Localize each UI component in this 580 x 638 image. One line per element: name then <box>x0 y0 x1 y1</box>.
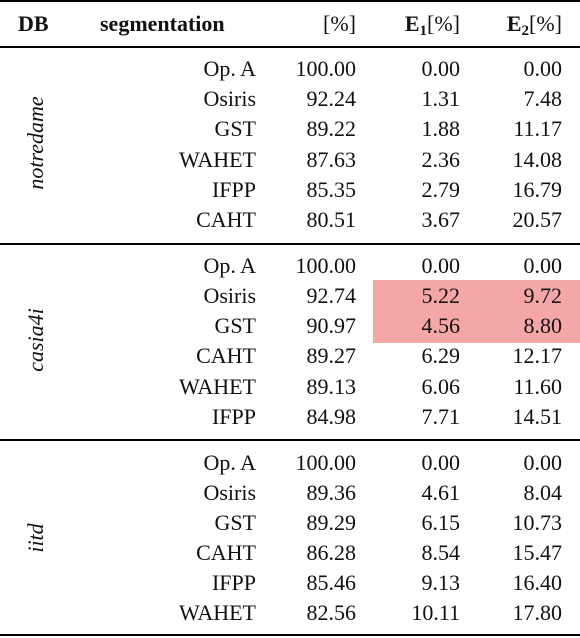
pct-cell: 100.00 <box>295 253 357 278</box>
header-e2-unit: [%] <box>529 11 562 36</box>
seg-cell: IFPP <box>211 177 256 202</box>
pct-cell: 89.36 <box>306 480 357 505</box>
pct-cell: 86.28 <box>306 540 357 565</box>
header-e1-unit: [%] <box>427 11 460 36</box>
e2-cell: 11.60 <box>513 374 562 399</box>
header-db: DB <box>18 11 49 36</box>
seg-cell: GST <box>214 313 256 338</box>
e1-cell: 2.36 <box>421 147 461 172</box>
e1-cell-highlighted: 5.22 <box>421 283 461 308</box>
header-e2-sub: 2 <box>521 23 530 39</box>
seg-cell: IFPP <box>211 404 256 429</box>
seg-cell: IFPP <box>211 570 256 595</box>
e2-cell: 8.04 <box>523 480 563 505</box>
e2-cell: 14.51 <box>512 404 563 429</box>
db-label-iitd: iitd <box>23 523 48 553</box>
header-rule <box>0 46 580 48</box>
pct-cell: 92.74 <box>306 283 357 308</box>
header-e1: E1[%] <box>370 9 460 39</box>
e1-cell: 0.00 <box>421 253 461 278</box>
pct-cell: 82.56 <box>306 600 357 625</box>
seg-cell: CAHT <box>196 343 256 368</box>
pct-cell: 85.46 <box>306 570 357 595</box>
header-e1-sub: 1 <box>419 23 428 39</box>
e1-cell: 6.15 <box>421 510 461 535</box>
pct-cell: 90.97 <box>306 313 357 338</box>
seg-cell: CAHT <box>196 540 256 565</box>
seg-cell: WAHET <box>179 374 256 399</box>
e2-cell: 0.00 <box>523 253 563 278</box>
e2-cell: 12.17 <box>512 343 563 368</box>
e2-cell: 16.79 <box>512 177 563 202</box>
e1-cell: 1.88 <box>421 116 461 141</box>
pct-cell: 84.98 <box>306 404 357 429</box>
header-e2-main: E <box>506 11 522 36</box>
e2-cell: 15.47 <box>512 540 563 565</box>
db-label-casia4i: casia4i <box>23 308 48 372</box>
seg-cell: CAHT <box>196 207 256 232</box>
e2-cell: 0.00 <box>523 450 563 475</box>
pct-cell: 100.00 <box>295 450 357 475</box>
seg-cell: Op. A <box>203 253 256 278</box>
header-segmentation: segmentation <box>100 11 225 36</box>
e2-cell: 10.73 <box>512 510 563 535</box>
e1-cell: 0.00 <box>421 450 461 475</box>
seg-cell: GST <box>214 510 256 535</box>
top-rule <box>0 0 580 2</box>
pct-cell: 92.24 <box>306 86 357 111</box>
e2-cell: 16.40 <box>512 570 563 595</box>
seg-cell: Osiris <box>203 86 256 111</box>
pct-cell: 87.63 <box>306 147 357 172</box>
seg-cell: Osiris <box>203 283 256 308</box>
e2-cell: 20.57 <box>512 207 563 232</box>
highlight-cells <box>373 280 580 343</box>
header-percent: [%] <box>323 11 356 36</box>
e2-cell: 0.00 <box>523 56 563 81</box>
e1-cell-highlighted: 4.56 <box>421 313 461 338</box>
seg-cell: WAHET <box>179 147 256 172</box>
pct-cell: 85.35 <box>306 177 357 202</box>
pct-cell: 80.51 <box>306 207 357 232</box>
e2-cell-highlighted: 9.72 <box>523 283 563 308</box>
seg-cell: WAHET <box>179 600 256 625</box>
pct-cell: 89.29 <box>306 510 357 535</box>
e1-cell: 3.67 <box>421 207 461 232</box>
e2-cell-highlighted: 8.80 <box>523 313 563 338</box>
seg-cell: Op. A <box>203 56 256 81</box>
e1-cell: 6.06 <box>421 374 461 399</box>
group-separator <box>0 243 580 245</box>
e1-cell: 7.71 <box>421 404 461 429</box>
pct-cell: 89.27 <box>306 343 357 368</box>
e2-cell: 11.17 <box>513 116 562 141</box>
header-e1-main: E <box>404 11 420 36</box>
e2-cell: 17.80 <box>512 600 563 625</box>
e2-cell: 7.48 <box>523 86 563 111</box>
seg-cell: Osiris <box>203 480 256 505</box>
bottom-rule <box>0 634 580 636</box>
e1-cell: 1.31 <box>421 86 461 111</box>
e1-cell: 6.29 <box>421 343 461 368</box>
e1-cell: 2.79 <box>421 177 461 202</box>
e1-cell: 0.00 <box>421 56 461 81</box>
e2-cell: 14.08 <box>512 147 563 172</box>
seg-cell: Op. A <box>203 450 256 475</box>
pct-cell: 89.22 <box>306 116 357 141</box>
e1-cell: 4.61 <box>421 480 461 505</box>
seg-cell: GST <box>214 116 256 141</box>
db-label-notredame: notredame <box>23 96 48 190</box>
e1-cell: 9.13 <box>421 570 461 595</box>
e1-cell: 10.11 <box>411 600 460 625</box>
header-e2: E2[%] <box>470 9 562 39</box>
pct-cell: 89.13 <box>306 374 357 399</box>
group-separator <box>0 439 580 441</box>
e1-cell: 8.54 <box>421 540 461 565</box>
pct-cell: 100.00 <box>295 56 357 81</box>
